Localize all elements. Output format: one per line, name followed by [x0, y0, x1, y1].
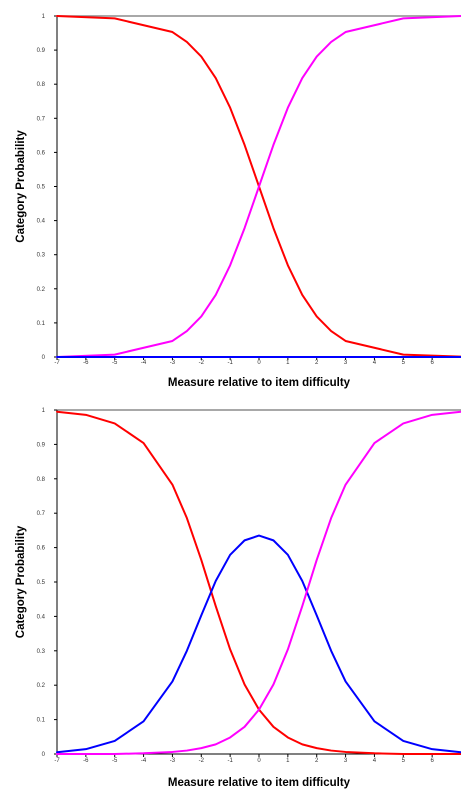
x-tick-label: -7	[54, 360, 60, 366]
x-tick-label: 3	[344, 360, 348, 366]
y-tick-label: 0.3	[37, 649, 46, 655]
y-tick-label: 0.7	[37, 511, 46, 517]
y-tick-label: 0.7	[37, 116, 46, 122]
x-tick-label: -5	[112, 360, 118, 366]
y-tick-label: 0	[42, 355, 46, 361]
x-axis-title: Measure relative to item difficulty	[168, 777, 351, 789]
x-tick-label: 5	[402, 758, 406, 764]
x-tick-label: -1	[227, 758, 233, 764]
y-tick-label: 0.8	[37, 477, 46, 483]
y-axis-title: Category Probability	[15, 130, 27, 243]
x-tick-label: 2	[315, 360, 319, 366]
x-tick-label: -3	[170, 758, 176, 764]
x-tick-label: 4	[373, 758, 377, 764]
x-tick-label: 4	[373, 360, 377, 366]
x-tick-label: -5	[112, 758, 118, 764]
x-tick-label: -2	[199, 360, 205, 366]
y-tick-label: 0	[42, 752, 46, 758]
y-tick-label: 0.9	[37, 442, 46, 448]
x-tick-label: 3	[344, 758, 348, 764]
x-axis-title: Measure relative to item difficulty	[168, 377, 351, 389]
x-tick-label: 5	[402, 360, 406, 366]
y-tick-label: 1	[42, 408, 46, 414]
y-tick-label: 0.1	[37, 718, 46, 724]
x-tick-label: 0	[257, 360, 261, 366]
y-tick-label: 0.3	[37, 253, 46, 259]
y-tick-label: 0.4	[37, 614, 46, 620]
y-tick-label: 1	[42, 14, 46, 20]
bottom-chart: 0 0.1 0.2 0.3 0.4 0.5 0.6 0.7 0.8 0.9 1 -7 -6 -5 -4 -3 -…	[15, 408, 461, 789]
x-tick-label: -3	[170, 360, 176, 366]
top-chart: 0 0.1 0.2 0.3 0.4 0.5 0.6 0.7 0.8 0.9 1 -7 -6 -5 -4 -3 -…	[15, 14, 461, 389]
x-tick-label: -4	[141, 360, 147, 366]
y-tick-label: 0.8	[37, 82, 46, 88]
x-tick-label: 0	[257, 758, 261, 764]
x-tick-label: -7	[54, 758, 60, 764]
series-line-3	[56, 410, 461, 755]
x-tick-label: -2	[199, 758, 205, 764]
y-tick-label: 0.6	[37, 150, 46, 156]
y-tick-label: 0.1	[37, 321, 46, 327]
y-tick-label: 0.2	[37, 683, 46, 689]
x-tick-label: 1	[286, 360, 290, 366]
y-tick-label: 0.5	[37, 580, 46, 586]
x-tick-label: 2	[315, 758, 319, 764]
series-line-2	[56, 15, 461, 358]
y-tick-label: 0.4	[37, 219, 46, 225]
y-tick-label: 0.6	[37, 546, 46, 552]
x-tick-label: -1	[227, 360, 233, 366]
y-tick-label: 0.2	[37, 287, 46, 293]
y-axis-title: Category Probability	[15, 525, 27, 638]
x-tick-label: -4	[141, 758, 147, 764]
x-tick-label: 1	[286, 758, 290, 764]
y-tick-label: 0.9	[37, 48, 46, 54]
series-line-2	[56, 534, 461, 754]
x-tick-label: -6	[83, 758, 89, 764]
x-tick-label: -6	[83, 360, 89, 366]
x-tick-label: 6	[430, 758, 434, 764]
x-tick-label: 6	[430, 360, 434, 366]
y-tick-label: 0.5	[37, 185, 46, 191]
